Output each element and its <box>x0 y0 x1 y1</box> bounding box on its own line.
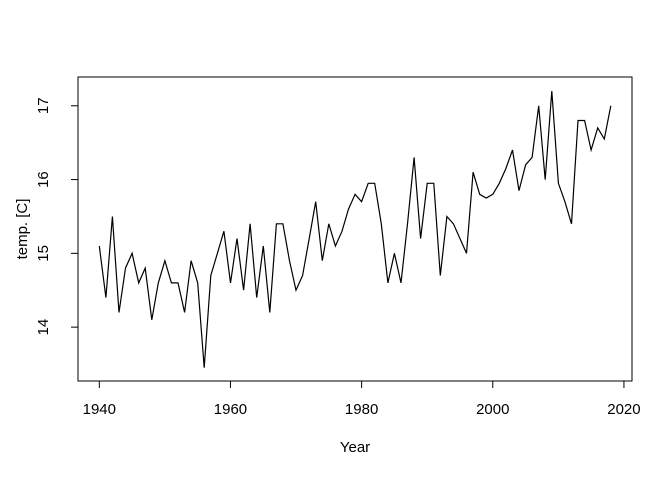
x-tick-label: 2020 <box>607 401 640 418</box>
y-axis: 14 15 16 17 <box>35 97 78 335</box>
x-tick-label: 1940 <box>83 401 116 418</box>
x-tick-label: 1980 <box>345 401 378 418</box>
x-tick-label: 2000 <box>476 401 509 418</box>
y-tick-label: 17 <box>35 97 52 114</box>
x-tick-label: 1960 <box>214 401 247 418</box>
y-tick-label: 16 <box>35 171 52 188</box>
y-tick-label: 15 <box>35 245 52 262</box>
x-axis: 1940 1960 1980 2000 2020 <box>83 381 641 418</box>
y-axis-label: temp. [C] <box>14 199 31 260</box>
plot-box <box>77 76 633 382</box>
x-axis-label: Year <box>340 439 370 456</box>
temperature-line <box>98 90 612 368</box>
y-tick-label: 14 <box>35 319 52 336</box>
